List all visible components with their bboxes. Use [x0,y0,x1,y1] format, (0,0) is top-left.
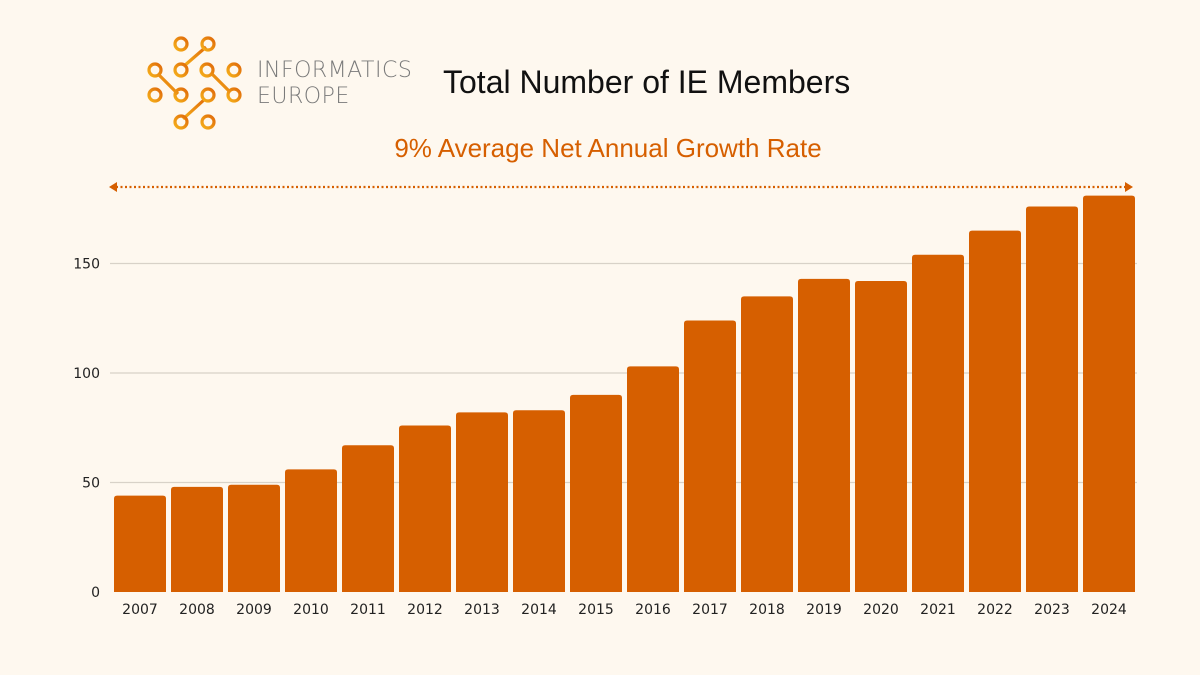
x-tick-label: 2012 [407,602,443,618]
x-tick-label: 2009 [236,602,272,618]
informatics-europe-logo-icon [147,36,242,130]
bar-2014 [513,410,565,592]
y-tick-label: 100 [73,366,100,382]
bar-2012 [399,425,451,592]
bar-2021 [912,254,964,593]
x-tick-label: 2014 [521,602,557,618]
x-tick-label: 2023 [1034,602,1070,618]
bar-2013 [456,412,508,592]
x-tick-label: 2020 [863,602,899,618]
y-tick-label: 150 [73,257,100,273]
arrow-right-head-icon [1125,182,1133,192]
x-tick-label: 2015 [578,602,614,618]
x-tick-label: 2007 [122,602,158,618]
bar-2010 [285,469,337,592]
x-tick-label: 2022 [977,602,1013,618]
y-tick-label: 0 [91,585,100,601]
bar-2016 [627,366,679,592]
bar-2009 [228,484,280,592]
logo-text-line1: INFORMATICS [257,58,413,83]
arrow-left-head-icon [109,182,117,192]
chart-title: Total Number of IE Members [443,64,851,100]
x-tick-label: 2011 [350,602,386,618]
x-tick-label: 2024 [1091,602,1127,618]
bar-2007 [114,495,166,592]
bar-2015 [570,394,622,592]
bar-2023 [1026,206,1078,592]
logo-text-line2: EUROPE [257,84,350,109]
bar-2022 [969,230,1021,592]
x-tick-label: 2017 [692,602,728,618]
bar-2017 [684,320,736,592]
x-tick-label: 2016 [635,602,671,618]
x-tick-label: 2018 [749,602,785,618]
bar-2011 [342,445,394,592]
bar-2019 [798,278,850,592]
y-tick-label: 50 [82,476,100,492]
x-tick-label: 2010 [293,602,329,618]
x-tick-label: 2021 [920,602,956,618]
bar-2020 [855,281,907,592]
bar-2018 [741,296,793,592]
x-tick-label: 2013 [464,602,500,618]
bar-2024 [1083,195,1135,593]
bar-2008 [171,486,223,592]
x-tick-label: 2008 [179,602,215,618]
growth-rate-annotation: 9% Average Net Annual Growth Rate [394,133,822,163]
x-tick-label: 2019 [806,602,842,618]
